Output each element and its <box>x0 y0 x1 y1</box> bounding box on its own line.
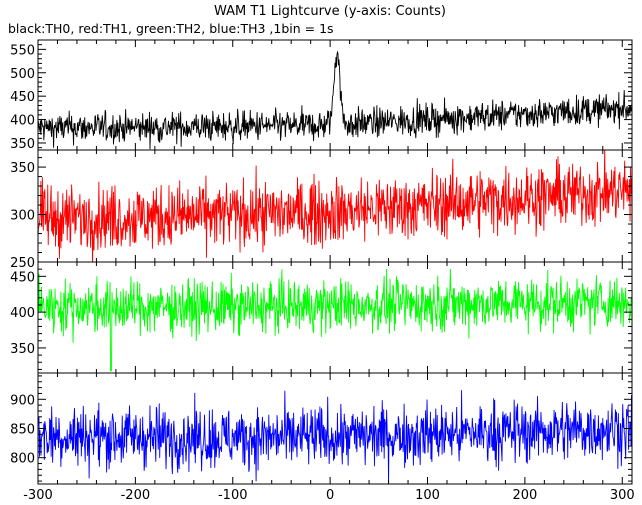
y-tick-label: 350 <box>10 161 35 176</box>
panel-th3: 800 850 900 <box>10 372 633 485</box>
y-tick-label: 300 <box>10 209 35 224</box>
panel-th1: 250 300 350 <box>10 149 633 271</box>
y-tick-label: 400 <box>10 306 35 321</box>
y-tick-label: 900 <box>10 393 35 408</box>
series-line-th2 <box>38 268 632 372</box>
y-tick-label: 350 <box>10 137 35 152</box>
panels-group: 350 400 450 500 550 250 300 350 350 400 450 800 850 9… <box>10 39 633 485</box>
panel-th2: 350 400 450 <box>10 261 633 374</box>
y-tick-label: 500 <box>10 67 35 82</box>
x-tick-label: 0 <box>326 488 334 503</box>
y-tick-label: 450 <box>10 270 35 285</box>
x-tick-label: 200 <box>512 488 537 503</box>
series-line-th3 <box>38 390 632 484</box>
chart-title: WAM T1 Lightcurve (y-axis: Counts) <box>214 4 446 19</box>
chart-subtitle: black:TH0, red:TH1, green:TH2, blue:TH3 … <box>8 21 334 36</box>
x-tick-label: 100 <box>415 488 440 503</box>
y-tick-label: 450 <box>10 90 35 105</box>
panel-th0: 350 400 450 500 550 <box>10 39 633 152</box>
panel-frame <box>37 149 633 263</box>
x-tick-label: 300 <box>610 488 635 503</box>
x-tick-label: -200 <box>121 488 151 503</box>
x-tick-label: -100 <box>218 488 248 503</box>
y-tick-label: 800 <box>10 452 35 467</box>
series-line-th0 <box>38 50 632 150</box>
y-tick-label: 350 <box>10 342 35 357</box>
y-tick-label: 550 <box>10 43 35 58</box>
y-tick-label: 850 <box>10 423 35 438</box>
y-tick-label: 250 <box>10 256 35 271</box>
panel-frame <box>37 39 633 151</box>
x-axis: -300 -200 -100 0 100 200 300 <box>23 488 634 503</box>
x-tick-label: -300 <box>23 488 53 503</box>
y-tick-label: 400 <box>10 114 35 129</box>
series-line-th1 <box>38 150 632 262</box>
